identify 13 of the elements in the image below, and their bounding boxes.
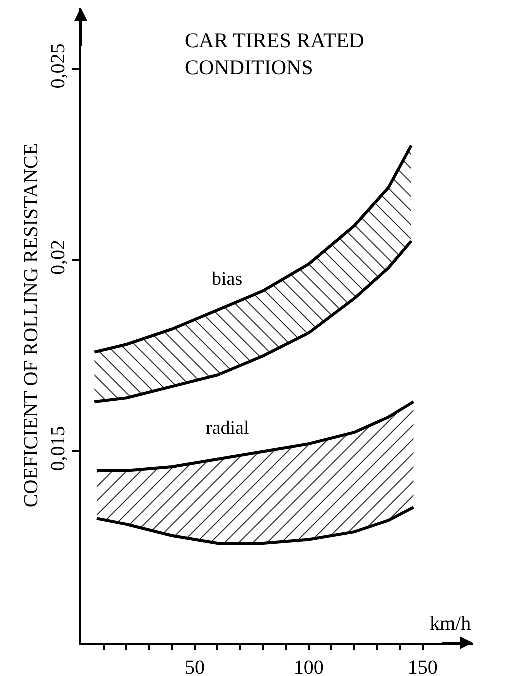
y-tick-label: 0,02 xyxy=(47,240,70,275)
y-axis-title: COEFICIENT OF ROLLING RESISTANCE xyxy=(20,143,42,508)
x-tick-label: 50 xyxy=(184,656,205,676)
x-axis-title: km/h xyxy=(430,613,472,635)
x-tick-label: 100 xyxy=(294,656,324,676)
y-tick-label: 0,015 xyxy=(47,426,70,472)
y-tick-label: 0,025 xyxy=(47,44,70,89)
series-label: radial xyxy=(206,418,250,439)
x-tick-label: 150 xyxy=(408,656,438,676)
series-label: bias xyxy=(212,269,243,290)
text: CAR TIRES RATED CONDITIONS xyxy=(185,28,364,80)
line-series xyxy=(95,506,416,546)
line-series xyxy=(93,240,413,404)
